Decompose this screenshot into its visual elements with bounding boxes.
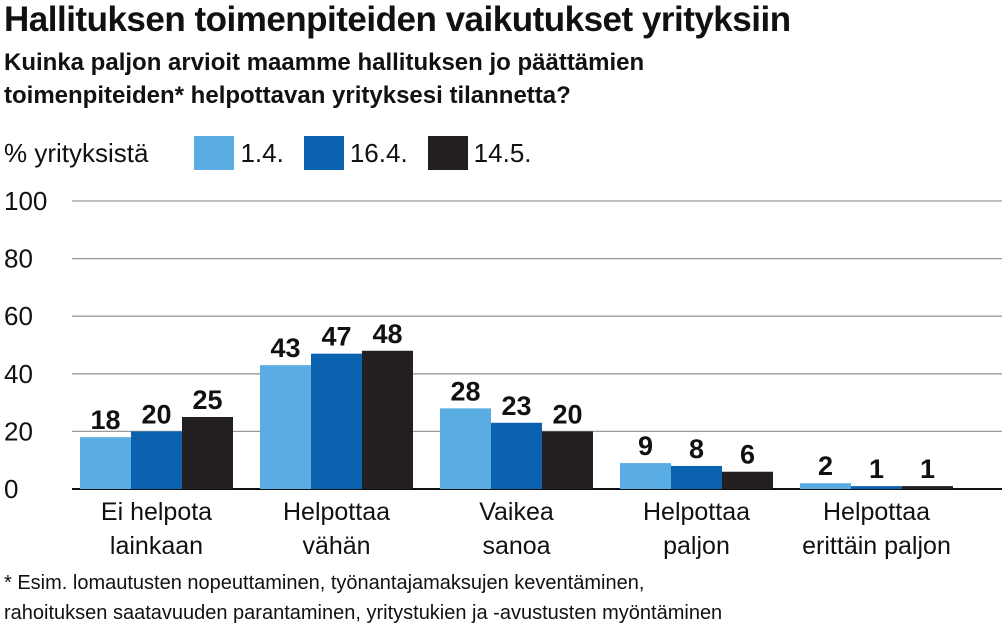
- bar: [80, 437, 131, 489]
- bar: [440, 408, 491, 489]
- subtitle-line-1: Kuinka paljon arvioit maamme hallituksen…: [4, 49, 645, 76]
- y-tick-label: 0: [4, 474, 18, 504]
- unit-label: % yrityksistä: [4, 137, 149, 168]
- x-category-label: Helpottaa: [643, 498, 750, 526]
- x-category-label: vähän: [302, 532, 370, 560]
- x-category-label: lainkaan: [110, 532, 203, 560]
- data-label: 47: [321, 322, 351, 352]
- bar: [542, 431, 593, 489]
- x-category-label: Ei helpota: [101, 498, 212, 526]
- bar: [620, 463, 671, 489]
- bar: [182, 417, 233, 489]
- chart-title: Hallituksen toimenpiteiden vaikutukset y…: [4, 0, 791, 39]
- legend: % yrityksistä 1.4. 16.4. 14.5.: [4, 136, 552, 170]
- legend-swatch-1: [194, 136, 235, 170]
- x-category-label: Vaikea: [479, 498, 554, 526]
- legend-swatch-2: [303, 136, 344, 170]
- legend-swatch-3: [427, 136, 468, 170]
- legend-label-3: 14.5.: [473, 137, 532, 168]
- data-label: 48: [372, 319, 402, 349]
- y-tick-label: 20: [4, 416, 33, 446]
- bar: [311, 353, 362, 489]
- data-label: 1: [869, 454, 884, 484]
- data-label: 23: [501, 391, 531, 421]
- data-label: 43: [270, 333, 300, 363]
- y-tick-label: 40: [4, 359, 33, 389]
- data-label: 6: [740, 440, 755, 470]
- footnote-line-2: rahoituksen saatavuuden parantaminen, yr…: [4, 602, 723, 624]
- y-tick-label: 100: [4, 186, 47, 216]
- bar: [131, 431, 182, 489]
- bar: [851, 486, 902, 489]
- y-tick-label: 60: [4, 301, 33, 331]
- subtitle-line-2: toimenpiteiden* helpottavan yrityksesi t…: [4, 82, 571, 109]
- data-label: 8: [689, 434, 704, 464]
- chart-subtitle: Kuinka paljon arvioit maamme hallituksen…: [4, 46, 994, 112]
- bar: [800, 483, 851, 489]
- bar: [671, 465, 722, 489]
- x-category-label: paljon: [663, 532, 730, 560]
- bar: [722, 471, 773, 489]
- x-category-label: Helpottaa: [283, 498, 390, 526]
- footnote: * Esim. lomautusten nopeuttaminen, työna…: [4, 568, 722, 628]
- data-label: 28: [450, 376, 480, 406]
- data-label: 18: [90, 405, 120, 435]
- footnote-line-1: * Esim. lomautusten nopeuttaminen, työna…: [4, 572, 645, 594]
- data-label: 20: [552, 399, 582, 429]
- bar: [902, 486, 953, 489]
- bar: [362, 350, 413, 489]
- data-label: 2: [818, 451, 833, 481]
- y-tick-label: 80: [4, 244, 33, 274]
- data-label: 1: [920, 454, 935, 484]
- legend-label-1: 1.4.: [240, 137, 284, 168]
- x-category-label: sanoa: [482, 532, 550, 560]
- x-category-label: Helpottaa: [823, 498, 930, 526]
- bar: [491, 422, 542, 489]
- legend-label-2: 16.4.: [349, 137, 408, 168]
- x-category-label: erittäin paljon: [802, 532, 951, 560]
- data-label: 9: [638, 431, 653, 461]
- bar: [260, 365, 311, 489]
- data-label: 25: [192, 385, 222, 415]
- data-label: 20: [141, 399, 171, 429]
